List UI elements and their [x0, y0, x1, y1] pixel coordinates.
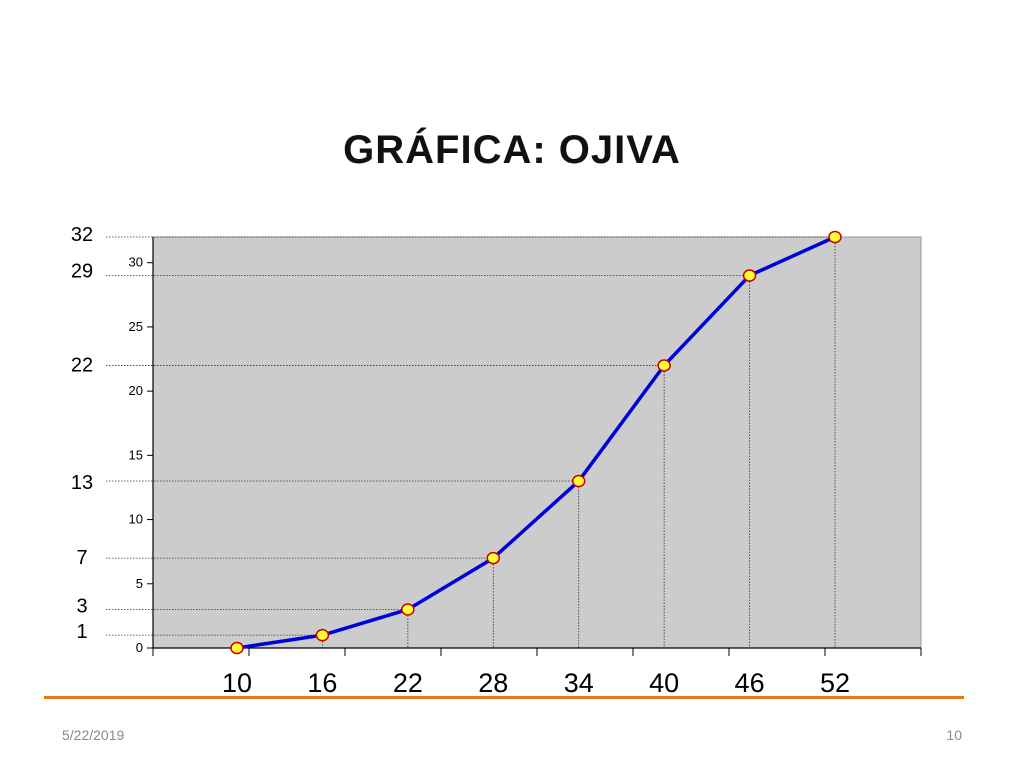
data-point-marker — [571, 474, 586, 488]
data-point-marker — [230, 641, 244, 655]
y-tick-label: 20 — [129, 383, 143, 398]
y-tick-label: 5 — [136, 576, 143, 591]
cumulative-value-label: 29 — [71, 261, 93, 283]
cumulative-value-label: 3 — [76, 595, 87, 617]
x-tick-label: 46 — [735, 668, 765, 698]
x-tick-label: 16 — [307, 668, 337, 698]
data-point-marker — [657, 359, 671, 372]
cumulative-value-label: 22 — [71, 354, 93, 376]
x-tick-label: 22 — [393, 668, 423, 698]
x-tick-label: 40 — [649, 668, 679, 698]
data-point-marker — [742, 269, 757, 282]
data-point-marker — [486, 551, 501, 565]
x-tick-label: 28 — [478, 668, 508, 698]
data-point-marker — [828, 230, 842, 244]
plot-area — [152, 236, 922, 649]
y-tick-label: 10 — [129, 512, 143, 527]
x-tick-label: 52 — [820, 668, 850, 698]
y-tick-label: 30 — [129, 255, 143, 270]
footer-divider — [44, 696, 964, 699]
cumulative-value-label: 32 — [71, 224, 93, 246]
cumulative-value-label: 7 — [76, 547, 87, 569]
data-point-marker — [315, 628, 330, 642]
cumulative-value-label: 13 — [71, 472, 93, 494]
slide-page-number: 10 — [946, 727, 962, 743]
x-tick-label: 34 — [564, 668, 594, 698]
y-tick-label: 0 — [136, 640, 143, 655]
data-point-marker — [401, 603, 415, 616]
y-tick-label: 15 — [129, 447, 143, 462]
chart-title: GRÁFICA: OJIVA — [343, 128, 681, 172]
cumulative-value-label: 1 — [76, 621, 87, 643]
y-tick-label: 25 — [129, 319, 143, 334]
slide-date: 5/22/2019 — [62, 727, 125, 743]
ogive-line — [236, 235, 836, 650]
x-tick-label: 10 — [222, 668, 252, 698]
